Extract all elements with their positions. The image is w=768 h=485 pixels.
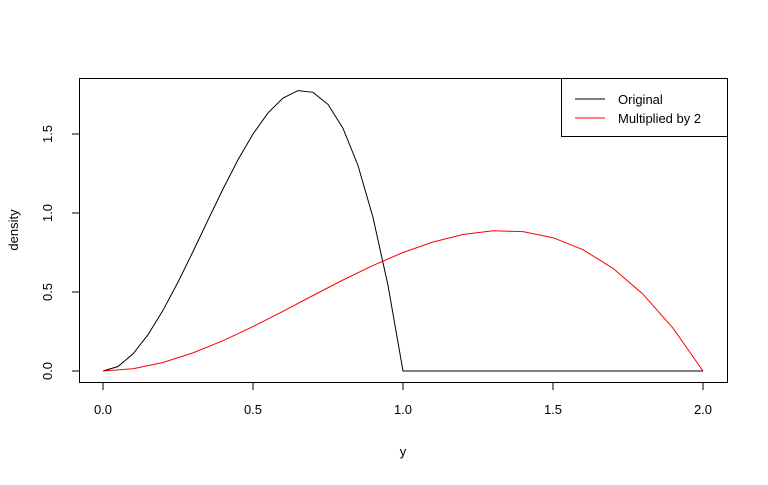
- x-axis: 0.0 0.5 1.0 1.5 2.0: [94, 382, 712, 417]
- series-line-0: [102, 90, 703, 372]
- legend-box: [561, 78, 728, 137]
- x-tick-label: 1.5: [544, 402, 562, 417]
- y-tick-label: 0.0: [40, 362, 55, 380]
- x-tick-label: 0.5: [244, 402, 262, 417]
- y-axis-label: density: [6, 209, 21, 251]
- y-tick-label: 0.5: [40, 283, 55, 301]
- y-axis: 0.0 0.5 1.0 1.5: [40, 125, 80, 380]
- legend: Original Multiplied by 2: [561, 78, 728, 137]
- x-tick-label: 0.0: [94, 402, 112, 417]
- y-tick-label: 1.0: [40, 204, 55, 222]
- y-tick-label: 1.5: [40, 125, 55, 143]
- x-axis-label: y: [400, 444, 407, 459]
- x-tick-label: 1.0: [394, 402, 412, 417]
- legend-label-original: Original: [618, 92, 663, 107]
- series-line-1: [102, 230, 704, 372]
- legend-label-multiplied: Multiplied by 2: [618, 111, 701, 126]
- x-tick-label: 2.0: [694, 402, 712, 417]
